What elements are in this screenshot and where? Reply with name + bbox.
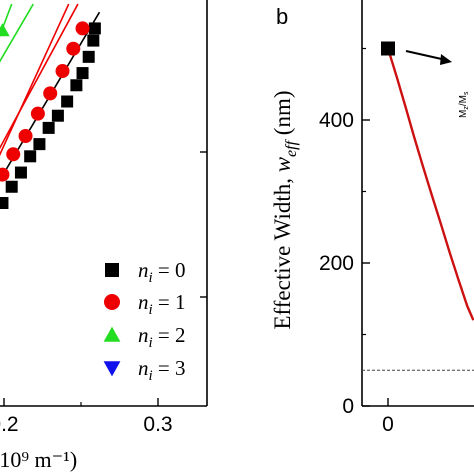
legend-label: ni = 1 xyxy=(138,290,186,318)
data-point xyxy=(42,121,55,134)
data-point xyxy=(381,41,395,56)
inset-y-label: Mz/Ms xyxy=(458,91,470,118)
left-x-axis-label: (10⁹ m⁻¹) xyxy=(0,447,77,472)
data-point xyxy=(76,67,89,80)
legend-label: ni = 0 xyxy=(138,258,186,286)
fit-line xyxy=(0,3,34,63)
right-panel: b 0 200 400 0 Effective Width, weff (nm) M… xyxy=(270,0,474,436)
data-point xyxy=(6,147,21,162)
data-point xyxy=(87,34,100,47)
legend-marker xyxy=(103,326,121,342)
fit-line xyxy=(0,3,70,157)
left-plot-area xyxy=(0,3,101,209)
right-y-tick-label: 400 xyxy=(319,109,354,132)
legend-marker xyxy=(103,361,121,377)
data-point xyxy=(82,50,95,63)
left-x-tick-label: 0.3 xyxy=(143,413,172,436)
right-y-axis-label: Effective Width, weff (nm) xyxy=(270,90,300,329)
data-point xyxy=(75,21,90,36)
data-point xyxy=(51,109,64,122)
data-point xyxy=(0,167,10,182)
annotation-arrow xyxy=(405,50,452,65)
right-plot-area xyxy=(362,41,474,371)
data-point xyxy=(33,138,46,151)
data-point xyxy=(70,79,83,92)
legend-marker xyxy=(104,294,120,310)
data-point xyxy=(55,64,70,79)
right-y-ticks: 0 200 400 xyxy=(319,47,370,418)
legend: ni = 0 ni = 1 ni = 2 ni = 3 xyxy=(103,258,186,384)
left-panel: 0.2 0.3 (10⁹ m⁻¹) ni = 0ni = 1ni = 2ni =… xyxy=(0,0,208,472)
right-y-tick-label: 200 xyxy=(319,252,354,275)
data-point xyxy=(0,23,10,37)
legend-marker xyxy=(105,263,119,277)
data-point xyxy=(88,22,101,35)
fit-line xyxy=(0,3,79,150)
data-point xyxy=(0,197,9,209)
data-point xyxy=(24,150,37,163)
data-point xyxy=(18,129,33,144)
data-point xyxy=(43,86,58,101)
left-x-tick-label: 0.2 xyxy=(0,413,19,436)
data-point xyxy=(14,166,27,179)
effective-width-curve xyxy=(386,48,474,321)
legend-label: ni = 2 xyxy=(138,323,186,351)
fit-line xyxy=(0,11,101,182)
data-point xyxy=(30,106,45,121)
data-point xyxy=(66,41,81,56)
panel-label-b: b xyxy=(276,4,288,29)
legend-label: ni = 3 xyxy=(138,356,186,384)
right-y-tick-label: 0 xyxy=(342,395,354,418)
data-point xyxy=(61,95,74,108)
data-point xyxy=(5,180,18,193)
right-x-tick-label: 0 xyxy=(382,413,394,436)
